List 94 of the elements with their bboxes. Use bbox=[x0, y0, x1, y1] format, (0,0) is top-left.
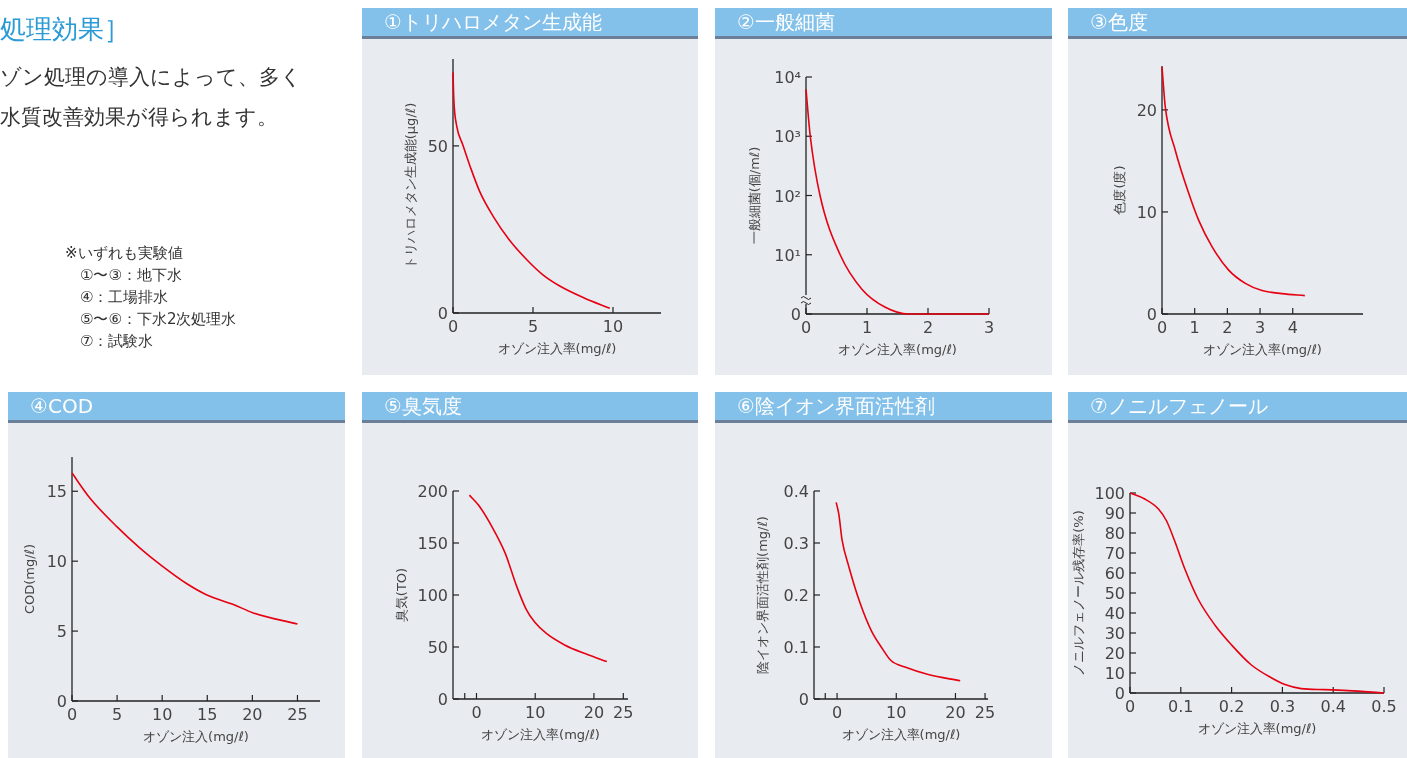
chart-title: ⑤臭気度 bbox=[384, 394, 462, 418]
y-tick-label: 100 bbox=[1094, 484, 1125, 503]
line-series bbox=[468, 494, 608, 663]
chart-title: ③色度 bbox=[1090, 10, 1148, 34]
y-tick-label: 200 bbox=[417, 482, 448, 501]
y-axis-title: 陰イオン界面活性剤(mg/ℓ) bbox=[755, 516, 770, 674]
x-tick-label: 3 bbox=[983, 318, 995, 337]
y-tick-label: 0 bbox=[790, 305, 801, 324]
x-axis-title: オゾン注入率(mg/ℓ) bbox=[497, 341, 617, 356]
text: ⑤〜⑥：下水2次処理水 bbox=[80, 310, 237, 328]
x-axis-title: オゾン注入率(mg/ℓ) bbox=[1203, 342, 1322, 357]
y-tick-label: 0.1 bbox=[783, 638, 809, 657]
line-series bbox=[835, 501, 961, 682]
chart-title: ⑦ノニルフェノール bbox=[1090, 394, 1268, 418]
x-tick-label: 10 bbox=[525, 703, 546, 722]
x-tick-label: 0 bbox=[831, 703, 843, 722]
x-axis-title: オゾン注入率(mg/ℓ) bbox=[1197, 721, 1317, 736]
x-tick-label: 20 bbox=[583, 703, 605, 722]
y-tick-label: 10² bbox=[774, 186, 801, 206]
y-tick-label: 0 bbox=[1146, 305, 1157, 324]
x-tick-label: 25 bbox=[974, 703, 996, 722]
y-tick-label: 10¹ bbox=[774, 245, 801, 265]
y-tick-label: 0 bbox=[1114, 684, 1125, 703]
y-tick-label: 0.3 bbox=[783, 534, 809, 553]
x-tick-label: 20 bbox=[242, 705, 263, 724]
text: ④：工場排水 bbox=[80, 288, 169, 306]
x-tick-label: 25 bbox=[613, 703, 634, 722]
y-tick-label: 10⁴ bbox=[774, 68, 801, 87]
x-axis-title: オゾン注入率(mg/ℓ) bbox=[841, 727, 961, 742]
chart-title: ④COD bbox=[30, 394, 94, 418]
y-axis-title: トリハロメタン生成能(μg/ℓ) bbox=[403, 102, 418, 270]
x-tick-label: 2 bbox=[922, 318, 934, 337]
y-tick-label: 150 bbox=[417, 534, 448, 553]
y-axis-title: COD(mg/ℓ) bbox=[22, 543, 37, 615]
x-tick-label: 0.1 bbox=[1168, 697, 1194, 716]
y-tick-label: 10 bbox=[46, 552, 67, 572]
x-tick-label: 15 bbox=[197, 705, 218, 724]
y-axis-title: 臭気(TO) bbox=[394, 567, 409, 623]
text: ①〜③：地下水 bbox=[80, 266, 182, 284]
x-tick-label: 4 bbox=[1287, 318, 1298, 337]
text: ゾン処理の導入によって、多く bbox=[0, 65, 302, 89]
x-tick-label: 2 bbox=[1222, 318, 1233, 337]
x-tick-label: 0.4 bbox=[1320, 697, 1346, 716]
x-tick-label: 0 bbox=[471, 703, 482, 722]
y-tick-label: 70 bbox=[1104, 544, 1125, 563]
y-tick-label: 60 bbox=[1104, 564, 1125, 583]
x-tick-label: 25 bbox=[287, 705, 308, 724]
y-tick-label: 10 bbox=[1136, 202, 1157, 222]
text: ※いずれも実験値 bbox=[65, 244, 183, 262]
line-series bbox=[452, 71, 611, 310]
x-tick-label: 5 bbox=[112, 705, 123, 724]
y-tick-label: 10³ bbox=[774, 127, 801, 147]
line-series bbox=[1161, 66, 1306, 297]
x-tick-label: 1 bbox=[1189, 318, 1200, 337]
x-tick-label: 10 bbox=[152, 705, 173, 724]
x-tick-label: 1 bbox=[861, 318, 873, 337]
y-tick-label: 80 bbox=[1104, 524, 1125, 543]
y-axis-title: ノニルフェノール残存率(%) bbox=[1071, 510, 1086, 676]
x-tick-label: 10 bbox=[886, 703, 907, 722]
y-tick-label: 10 bbox=[1104, 664, 1125, 683]
x-axis-title: オゾン注入率(mg/ℓ) bbox=[481, 727, 600, 742]
y-tick-label: 0 bbox=[437, 304, 448, 323]
y-tick-label: 5 bbox=[56, 622, 67, 642]
x-tick-label: 0.2 bbox=[1218, 697, 1245, 716]
y-tick-label: 30 bbox=[1104, 624, 1125, 643]
y-tick-label: 0.4 bbox=[783, 482, 809, 501]
y-tick-label: 50 bbox=[427, 136, 448, 156]
y-tick-label: 40 bbox=[1104, 604, 1125, 623]
x-axis-title: オゾン注入(mg/ℓ) bbox=[143, 729, 249, 744]
y-axis-title: 色度(度) bbox=[1112, 165, 1127, 215]
y-tick-label: 20 bbox=[1136, 100, 1157, 120]
x-tick-label: 5 bbox=[527, 317, 539, 336]
chart-title: ①トリハロメタン生成能 bbox=[384, 10, 602, 34]
x-axis-title: オゾン注入率(mg/ℓ) bbox=[838, 342, 957, 357]
x-tick-label: 3 bbox=[1254, 318, 1266, 337]
y-tick-label: 20 bbox=[1104, 644, 1125, 663]
x-tick-label: 20 bbox=[945, 703, 966, 722]
line-series bbox=[71, 472, 299, 625]
y-tick-label: 90 bbox=[1104, 504, 1125, 523]
y-tick-label: 0.2 bbox=[783, 586, 809, 605]
text: 処理効果］ bbox=[0, 14, 130, 44]
y-axis-title: 一般細菌(個/mℓ) bbox=[747, 146, 762, 245]
x-tick-label: 10 bbox=[602, 317, 624, 336]
chart-title: ⑥陰イオン界面活性剤 bbox=[737, 394, 935, 418]
y-tick-label: 50 bbox=[427, 638, 448, 657]
x-tick-label: 0.3 bbox=[1269, 697, 1296, 716]
y-tick-label: 15 bbox=[46, 482, 67, 502]
chart-title: ②一般細菌 bbox=[737, 10, 835, 34]
text: 水質改善効果が得られます。 bbox=[0, 105, 278, 129]
y-tick-label: 100 bbox=[417, 586, 448, 605]
text: ⑦：試験水 bbox=[80, 332, 154, 350]
line-series bbox=[1129, 492, 1385, 694]
x-tick-label: 0.5 bbox=[1371, 697, 1397, 716]
y-tick-label: 50 bbox=[1104, 584, 1125, 603]
